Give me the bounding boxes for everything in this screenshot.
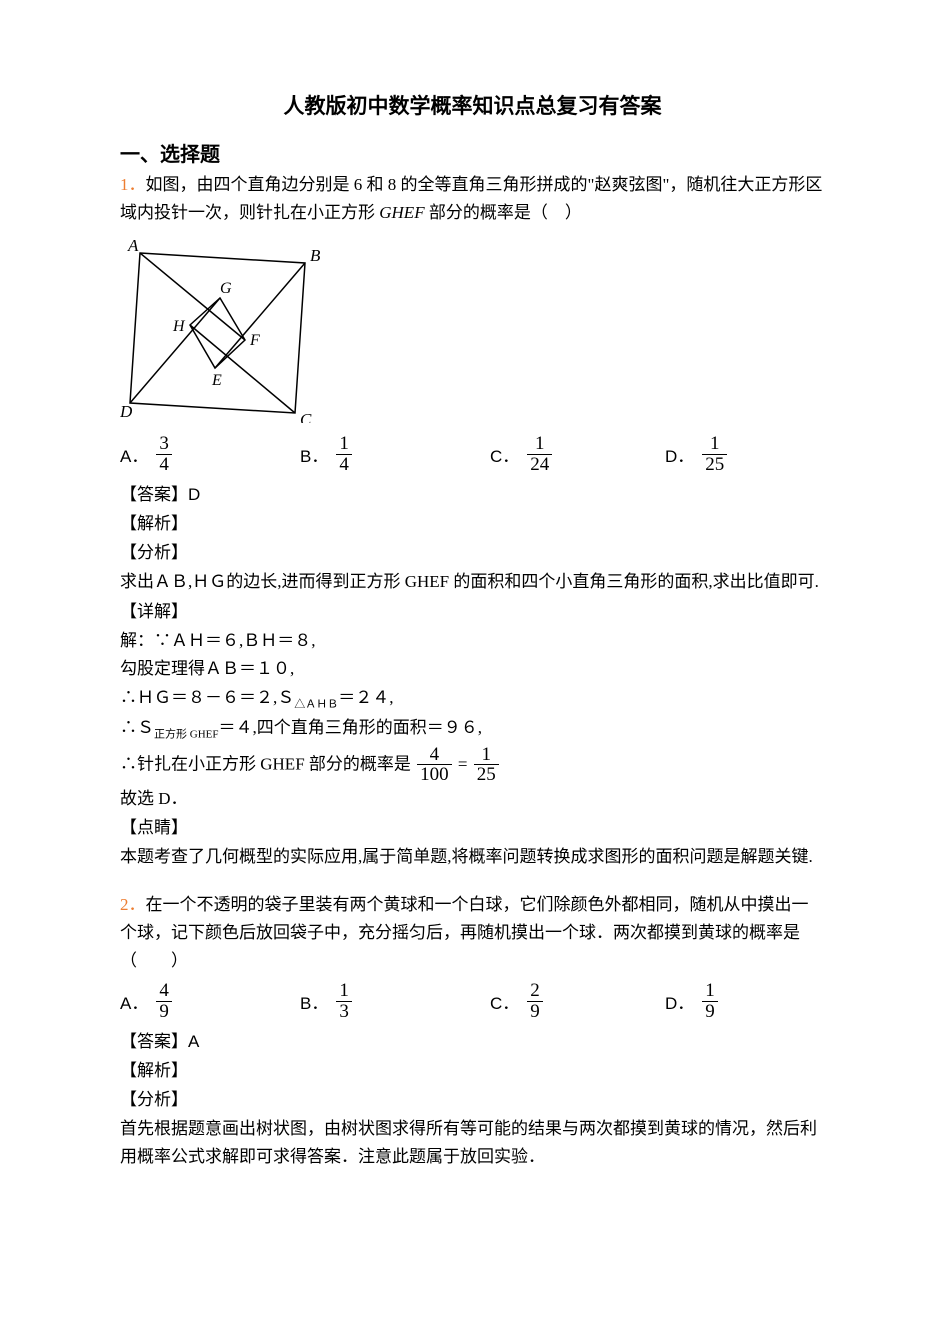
q2-stem: 2．在一个不透明的袋子里装有两个黄球和一个白球，它们除颜色外都相同，随机从中摸出… xyxy=(120,891,825,975)
q1-option-d: D． 125 xyxy=(665,434,729,475)
page-title: 人教版初中数学概率知识点总复习有答案 xyxy=(120,90,825,120)
q1-sol5-frac2: 125 xyxy=(474,745,499,786)
q1-sol5-frac1: 4100 xyxy=(417,745,452,786)
q1-xiangjie: 【详解】 xyxy=(120,598,825,627)
q1-stem: 1．如图，由四个直角边分别是 6 和 8 的全等直角三角形拼成的"赵爽弦图"，随… xyxy=(120,171,825,227)
label-d: D xyxy=(120,402,133,421)
label-g: G xyxy=(220,280,232,297)
label-b: B xyxy=(310,246,321,265)
opt-label-a: A． xyxy=(120,442,148,467)
q1-sol6: 故选 D． xyxy=(120,785,825,814)
q1-fenxi-text: 求出ＡＢ,ＨＧ的边长,进而得到正方形 GHEF 的面积和四个小直角三角形的面积,… xyxy=(120,568,825,596)
q2-option-b: B． 13 xyxy=(300,981,490,1022)
q1-b-frac: 14 xyxy=(336,434,352,475)
q1-option-c: C． 124 xyxy=(490,434,665,475)
line-b xyxy=(215,263,305,368)
q1-option-a: A． 34 xyxy=(120,434,300,475)
q2-option-d: D． 19 xyxy=(665,981,720,1022)
opt-label-d: D． xyxy=(665,442,694,467)
label-a: A xyxy=(127,236,139,255)
page: 人教版初中数学概率知识点总复习有答案 一、选择题 1．如图，由四个直角边分别是 … xyxy=(0,0,945,1233)
q1-fenxi: 【分析】 xyxy=(120,539,825,568)
q1-option-b: B． 14 xyxy=(300,434,490,475)
q1-options: A． 34 B． 14 C． 124 D． 125 xyxy=(120,434,825,475)
q1-ghef: GHEF xyxy=(379,203,424,222)
q1-sol1: 解：∵ＡＨ＝６,ＢＨ＝８, xyxy=(120,627,825,656)
label-h: H xyxy=(172,318,186,335)
q2-option-a: A． 49 xyxy=(120,981,300,1022)
q1-dianjing: 【点睛】 xyxy=(120,814,825,843)
q2-number: 2． xyxy=(120,895,146,914)
outer-square xyxy=(130,253,305,413)
label-c: C xyxy=(300,410,312,423)
q1-figure: A B C D G H F E xyxy=(120,233,825,428)
q1-d-frac: 125 xyxy=(702,434,727,475)
label-e: E xyxy=(211,372,222,389)
q1-text-b: 部分的概率是（ ） xyxy=(425,203,582,222)
q1-answer: 【答案】D xyxy=(120,481,825,510)
q1-sol2: 勾股定理得ＡＢ＝１０, xyxy=(120,655,825,684)
q1-a-frac: 34 xyxy=(156,434,172,475)
q1-jiexi: 【解析】 xyxy=(120,510,825,539)
q2-answer: 【答案】A xyxy=(120,1028,825,1057)
q2-fenxi-text: 首先根据题意画出树状图，由树状图求得所有等可能的结果与两次都摸到黄球的情况，然后… xyxy=(120,1115,825,1171)
q2-option-c: C． 29 xyxy=(490,981,665,1022)
opt-label-b: B． xyxy=(300,442,328,467)
opt-label-c: C． xyxy=(490,442,519,467)
q1-sol3: ∴ＨＧ＝８－６＝２,Ｓ△ＡＨＢ＝２４, xyxy=(120,684,825,714)
line-d xyxy=(130,298,220,403)
section-header: 一、选择题 xyxy=(120,138,825,167)
zhaoshuang-diagram: A B C D G H F E xyxy=(120,233,325,423)
q2-fenxi: 【分析】 xyxy=(120,1086,825,1115)
q2-jiexi: 【解析】 xyxy=(120,1057,825,1086)
q1-dianjing-text: 本题考查了几何概型的实际应用,属于简单题,将概率问题转换成求图形的面积问题是解题… xyxy=(120,843,825,871)
q2-options: A． 49 B． 13 C． 29 D． 19 xyxy=(120,981,825,1022)
gap xyxy=(120,873,825,891)
q2-text: 在一个不透明的袋子里装有两个黄球和一个白球，它们除颜色外都相同，随机从中摸出一个… xyxy=(120,895,809,970)
q1-number: 1． xyxy=(120,175,146,194)
label-f: F xyxy=(249,332,260,349)
q1-sol4: ∴Ｓ正方形 GHEF＝４,四个直角三角形的面积＝９６, xyxy=(120,714,825,744)
q1-sol5: ∴针扎在小正方形 GHEF 部分的概率是 4100 = 125 xyxy=(120,745,825,786)
q1-c-frac: 124 xyxy=(527,434,552,475)
